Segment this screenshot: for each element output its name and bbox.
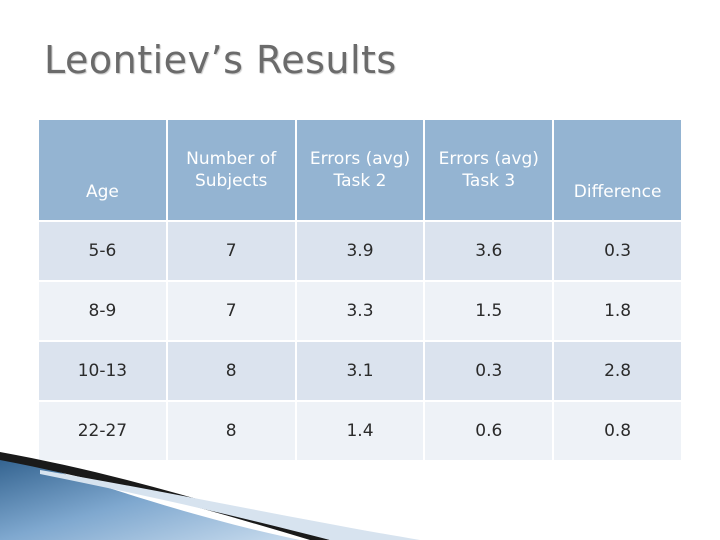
cell-subjects: 7 <box>165 220 297 282</box>
decorative-corner-swoosh <box>0 452 420 540</box>
cell-difference: 1.8 <box>552 280 683 342</box>
header-task3-line-1: Errors (avg) <box>438 149 539 169</box>
table-header-row: Age Number of Subjects Errors (avg) Task… <box>37 118 683 222</box>
cell-subjects: 8 <box>165 340 297 402</box>
header-errors-task-3: Errors (avg) Task 3 <box>423 118 555 222</box>
cell-difference: 0.8 <box>552 400 683 462</box>
header-errors-task-2: Errors (avg) Task 2 <box>294 118 426 222</box>
cell-errors-task-2: 3.9 <box>294 220 426 282</box>
cell-errors-task-2: 3.1 <box>294 340 426 402</box>
cell-age: 8-9 <box>37 280 168 342</box>
cell-errors-task-3: 1.5 <box>423 280 555 342</box>
header-subjects-line-2: Subjects <box>194 171 268 191</box>
table-row: 22-27 8 1.4 0.6 0.8 <box>37 400 683 462</box>
header-subjects-line-1: Number of <box>186 149 277 169</box>
cell-difference: 2.8 <box>552 340 683 402</box>
swoosh-blue-band <box>0 454 300 540</box>
cell-errors-task-3: 3.6 <box>423 220 555 282</box>
cell-age: 22-27 <box>37 400 168 462</box>
cell-errors-task-3: 0.6 <box>423 400 555 462</box>
table-row: 5-6 7 3.9 3.6 0.3 <box>37 220 683 282</box>
header-task2-line-1: Errors (avg) <box>309 149 411 169</box>
cell-errors-task-2: 1.4 <box>294 400 426 462</box>
header-age-label: Age <box>85 182 119 202</box>
swoosh-light-band <box>40 470 420 540</box>
cell-subjects: 7 <box>165 280 297 342</box>
slide-title: Leontiev’s Results <box>44 38 397 82</box>
header-number-of-subjects: Number of Subjects <box>165 118 297 222</box>
cell-age: 5-6 <box>37 220 168 282</box>
header-age: Age <box>37 118 168 222</box>
table-row: 10-13 8 3.1 0.3 2.8 <box>37 340 683 402</box>
cell-errors-task-3: 0.3 <box>423 340 555 402</box>
header-difference-label: Difference <box>573 182 662 202</box>
table-row: 8-9 7 3.3 1.5 1.8 <box>37 280 683 342</box>
header-difference: Difference <box>552 118 683 222</box>
cell-difference: 0.3 <box>552 220 683 282</box>
cell-age: 10-13 <box>37 340 168 402</box>
cell-errors-task-2: 3.3 <box>294 280 426 342</box>
cell-subjects: 8 <box>165 400 297 462</box>
header-task3-line-2: Task 3 <box>462 171 516 191</box>
header-task2-line-2: Task 2 <box>333 171 387 191</box>
results-table: Age Number of Subjects Errors (avg) Task… <box>37 118 683 462</box>
